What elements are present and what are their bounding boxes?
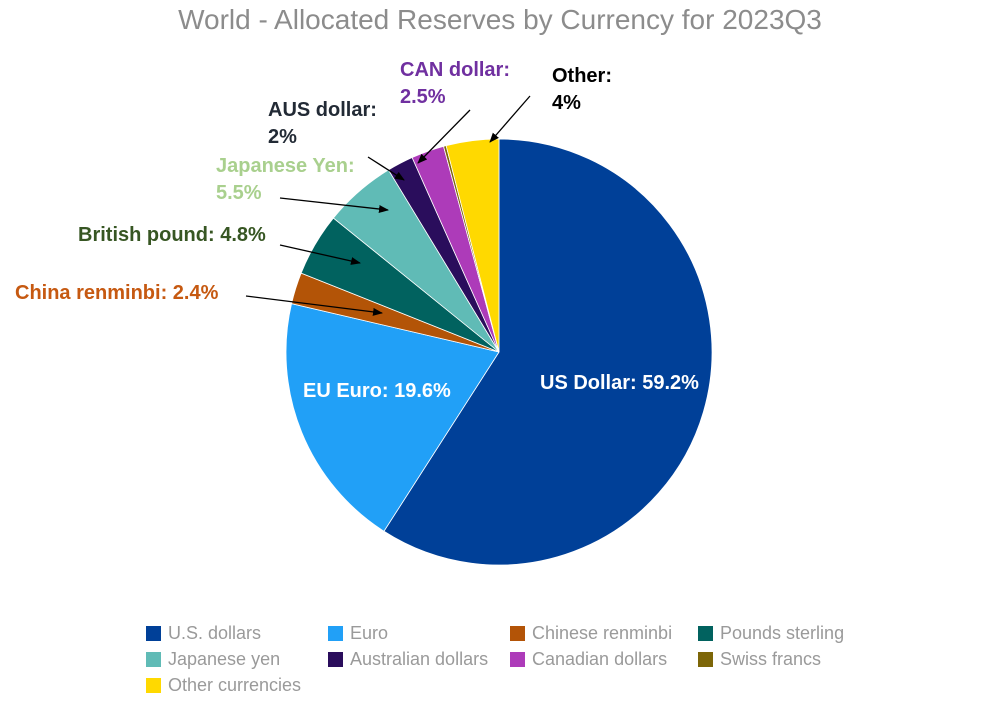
chart-legend: U.S. dollars Euro Chinese renminbi Pound… — [146, 620, 886, 698]
legend-label: Pounds sterling — [720, 622, 845, 643]
legend-item-japanese-yen: Japanese yen — [146, 649, 328, 670]
pie-slices — [285, 138, 713, 566]
legend-label: Australian dollars — [350, 648, 489, 669]
data-label-china-renminbi: China renminbi: 2.4% — [15, 280, 218, 307]
legend-row: U.S. dollars Euro Chinese renminbi Pound… — [146, 620, 886, 646]
legend-label: Canadian dollars — [532, 648, 668, 669]
legend-item-euro: Euro — [328, 623, 510, 644]
pie-slice-euro — [285, 303, 500, 532]
legend-item-chinese-renminbi: Chinese renminbi — [510, 623, 698, 644]
pie-slice-other-currencies — [445, 138, 500, 353]
legend-item-pounds-sterling: Pounds sterling — [698, 623, 878, 644]
arrow-japanese-yen — [279, 197, 389, 213]
legend-label: Euro — [350, 622, 389, 643]
legend-item-swiss-francs: Swiss francs — [698, 649, 878, 670]
arrow-china-renminbi — [245, 295, 383, 316]
legend-label: Other currencies — [168, 674, 302, 695]
data-label-line: AUS dollar: — [268, 99, 377, 121]
data-label-line: 5.5% — [216, 182, 262, 204]
data-label-line: US Dollar: 59.2% — [540, 372, 699, 394]
data-label-line: CAN dollar: — [400, 59, 510, 81]
data-label-canadian-dollar: CAN dollar: 2.5% — [400, 57, 510, 111]
data-label-line: Other: — [552, 65, 612, 87]
arrow-australian-dollar — [367, 156, 405, 181]
legend-label: Japanese yen — [168, 648, 281, 669]
data-label-line: 2% — [268, 126, 297, 148]
legend-swatch — [328, 625, 343, 641]
data-label-euro: EU Euro: 19.6% — [303, 378, 451, 405]
data-label-line: British pound: 4.8% — [78, 224, 266, 246]
data-label-us-dollar: US Dollar: 59.2% — [540, 370, 699, 397]
legend-swatch — [510, 625, 525, 641]
legend-row: Other currencies — [146, 672, 886, 698]
legend-label: U.S. dollars — [168, 622, 262, 643]
legend-swatch — [698, 625, 713, 641]
chart-title: World - Allocated Reserves by Currency f… — [178, 4, 822, 35]
arrow-canadian-dollar — [417, 109, 471, 164]
legend-item-canadian-dollars: Canadian dollars — [510, 649, 698, 670]
legend-label: Swiss francs — [720, 648, 822, 669]
legend-label: Chinese renminbi — [532, 622, 673, 643]
legend-swatch — [698, 651, 713, 667]
data-label-australian-dollar: AUS dollar: 2% — [268, 97, 377, 151]
data-label-line: 4% — [552, 92, 581, 114]
data-label-line: Japanese Yen: — [216, 155, 355, 177]
legend-swatch — [146, 651, 161, 667]
legend-swatch — [328, 651, 343, 667]
legend-swatch — [146, 625, 161, 641]
legend-row: Japanese yen Australian dollars Canadian… — [146, 646, 886, 672]
arrow-other — [489, 95, 531, 143]
data-label-line: 2.5% — [400, 86, 446, 108]
pie-slice-u-s-dollars — [383, 138, 713, 566]
legend-swatch — [146, 677, 161, 693]
data-label-japanese-yen: Japanese Yen: 5.5% — [216, 153, 355, 207]
data-label-other: Other: 4% — [552, 63, 612, 117]
annotation-arrows — [245, 95, 531, 316]
legend-item-other-currencies: Other currencies — [146, 675, 328, 696]
legend-swatch — [510, 651, 525, 667]
arrow-british-pound — [279, 244, 361, 265]
data-label-line: China renminbi: 2.4% — [15, 282, 219, 304]
data-label-line: EU Euro: 19.6% — [303, 380, 451, 402]
legend-item-us-dollars: U.S. dollars — [146, 623, 328, 644]
data-label-british-pound: British pound: 4.8% — [78, 222, 266, 249]
legend-item-australian-dollars: Australian dollars — [328, 649, 510, 670]
